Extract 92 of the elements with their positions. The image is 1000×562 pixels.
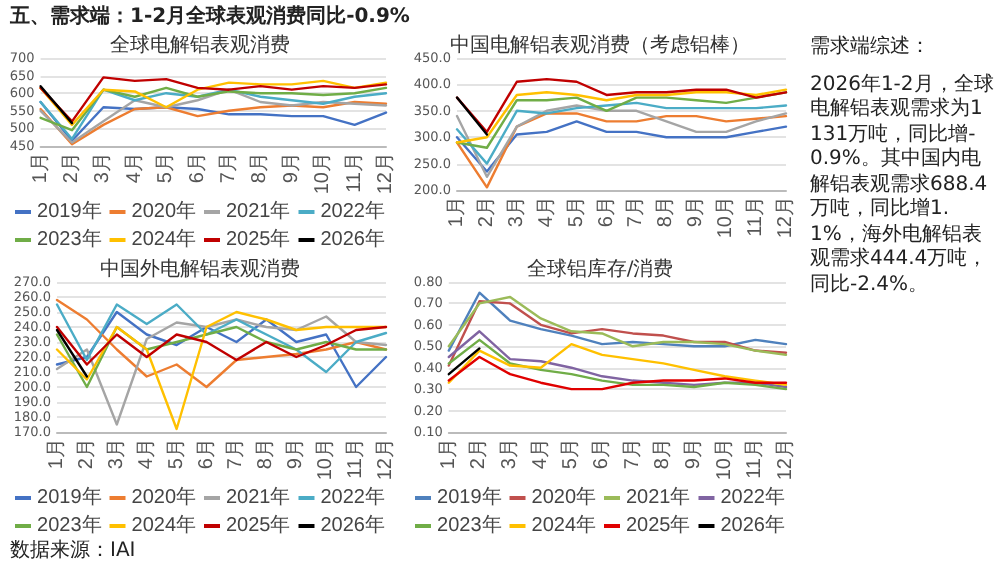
x-tick-label: 12月 [375, 152, 397, 195]
line-series [55, 325, 388, 366]
legend-label: 2025年 [626, 513, 691, 537]
legend-label: 2021年 [626, 485, 691, 509]
line-series [455, 112, 788, 189]
x-tick-label: 8月 [652, 438, 675, 470]
x-tick-label: 5月 [155, 152, 178, 184]
line-series [55, 325, 388, 389]
text: 需求端综述： [810, 36, 932, 61]
x-tick-label: 9月 [285, 438, 308, 470]
x-tick-label: 8月 [249, 152, 272, 184]
x-tick-label: 2月 [468, 438, 491, 470]
legend-label: 2026年 [320, 227, 385, 251]
x-tick-label: 2月 [61, 152, 83, 184]
x-tick-label: 6月 [195, 438, 218, 470]
x-tick-label: 5月 [565, 196, 588, 228]
x-tick-label: 11月 [343, 152, 366, 193]
x-tick-label: 9月 [685, 196, 708, 228]
x-tick-label: 1月 [446, 196, 468, 228]
x-tick-label: 6月 [186, 152, 209, 184]
legend-label: 2026年 [320, 513, 385, 537]
x-tick-label: 7月 [218, 152, 240, 184]
x-tick-label: 10月 [312, 152, 335, 195]
x-tick-label: 3月 [92, 152, 115, 184]
x-tick-label: 2月 [475, 196, 498, 228]
x-tick-label: 4月 [135, 438, 158, 470]
x-tick-label: 7月 [621, 438, 644, 470]
x-tick-label: 3月 [499, 438, 522, 470]
line-series [55, 303, 388, 374]
legend-label: 2019年 [37, 199, 102, 223]
legend-label: 2022年 [320, 485, 385, 509]
line-series [39, 86, 388, 132]
x-tick-label: 12月 [775, 196, 797, 239]
chart-title: 中国电解铝表观消费（考虑铝棒） [450, 33, 750, 57]
legend-label: 2025年 [226, 513, 291, 537]
chart-title: 全球铝库存/消费 [526, 257, 674, 281]
x-tick-label: 12月 [775, 438, 797, 481]
legend-label: 2024年 [131, 227, 197, 251]
x-tick-label: 10月 [715, 196, 738, 239]
legend-label: 2023年 [37, 513, 102, 537]
legend-label: 2019年 [437, 485, 502, 509]
legend-label: 2020年 [131, 199, 197, 223]
x-tick-label: 9月 [683, 438, 706, 470]
line-series [455, 120, 788, 173]
legend-label: 2025年 [226, 227, 291, 251]
legend-label: 2019年 [37, 485, 102, 509]
x-tick-label: 10月 [315, 438, 338, 481]
chart-title: 全球电解铝表观消费 [110, 33, 290, 57]
legend-label: 2023年 [437, 513, 502, 537]
legend-label: 2023年 [37, 227, 102, 251]
x-tick-label: 11月 [744, 438, 767, 479]
x-tick-label: 11月 [745, 196, 768, 237]
legend-label: 2022年 [720, 485, 785, 509]
x-tick-label: 1月 [46, 438, 68, 470]
legend-label: 2020年 [531, 485, 597, 509]
x-tick-label: 7月 [225, 438, 248, 470]
x-tick-label: 8月 [655, 196, 678, 228]
legend-label: 2022年 [320, 199, 385, 223]
x-tick-label: 7月 [625, 196, 648, 228]
x-tick-label: 5月 [560, 438, 583, 470]
x-tick-label: 4月 [529, 438, 552, 470]
chart-title: 中国外电解铝表观消费 [100, 257, 300, 281]
line-series [447, 300, 788, 367]
x-tick-label: 9月 [280, 152, 303, 184]
x-tick-label: 8月 [255, 438, 278, 470]
text: 五、需求端：1-2月全球表观消费同比-0.9% [10, 3, 410, 30]
legend-label: 2021年 [226, 199, 291, 223]
x-tick-label: 1月 [29, 152, 52, 184]
legend-label: 2020年 [131, 485, 197, 509]
x-tick-label: 3月 [505, 196, 528, 228]
line-series [455, 104, 788, 178]
text: 2026年1-2月，全球电解铝表观需求为1131万吨，同比增-0.9%。其中国内电解铝表观需求688.4万吨，同比增1.1%，海外电解铝表观需求444.4万吨，同比-2.4%。 [810, 73, 994, 295]
x-tick-label: 1月 [437, 438, 460, 470]
line-series [455, 77, 788, 134]
line-series [455, 101, 788, 165]
x-tick-label: 4月 [535, 196, 558, 228]
line-series [447, 355, 788, 391]
x-tick-label: 4月 [123, 152, 146, 184]
source-note: 数据来源：IAI [10, 537, 136, 562]
x-tick-label: 12月 [375, 438, 397, 481]
line-series [447, 330, 788, 389]
x-tick-label: 2月 [75, 438, 98, 470]
x-tick-label: 11月 [345, 438, 368, 479]
x-tick-label: 5月 [165, 438, 188, 470]
legend-label: 2026年 [720, 513, 785, 537]
x-tick-label: 3月 [105, 438, 128, 470]
legend-label: 2021年 [226, 485, 291, 509]
legend-label: 2024年 [531, 513, 597, 537]
x-tick-label: 6月 [595, 196, 618, 228]
x-tick-label: 6月 [591, 438, 614, 470]
legend-label: 2024年 [131, 513, 197, 537]
x-tick-label: 10月 [713, 438, 736, 481]
